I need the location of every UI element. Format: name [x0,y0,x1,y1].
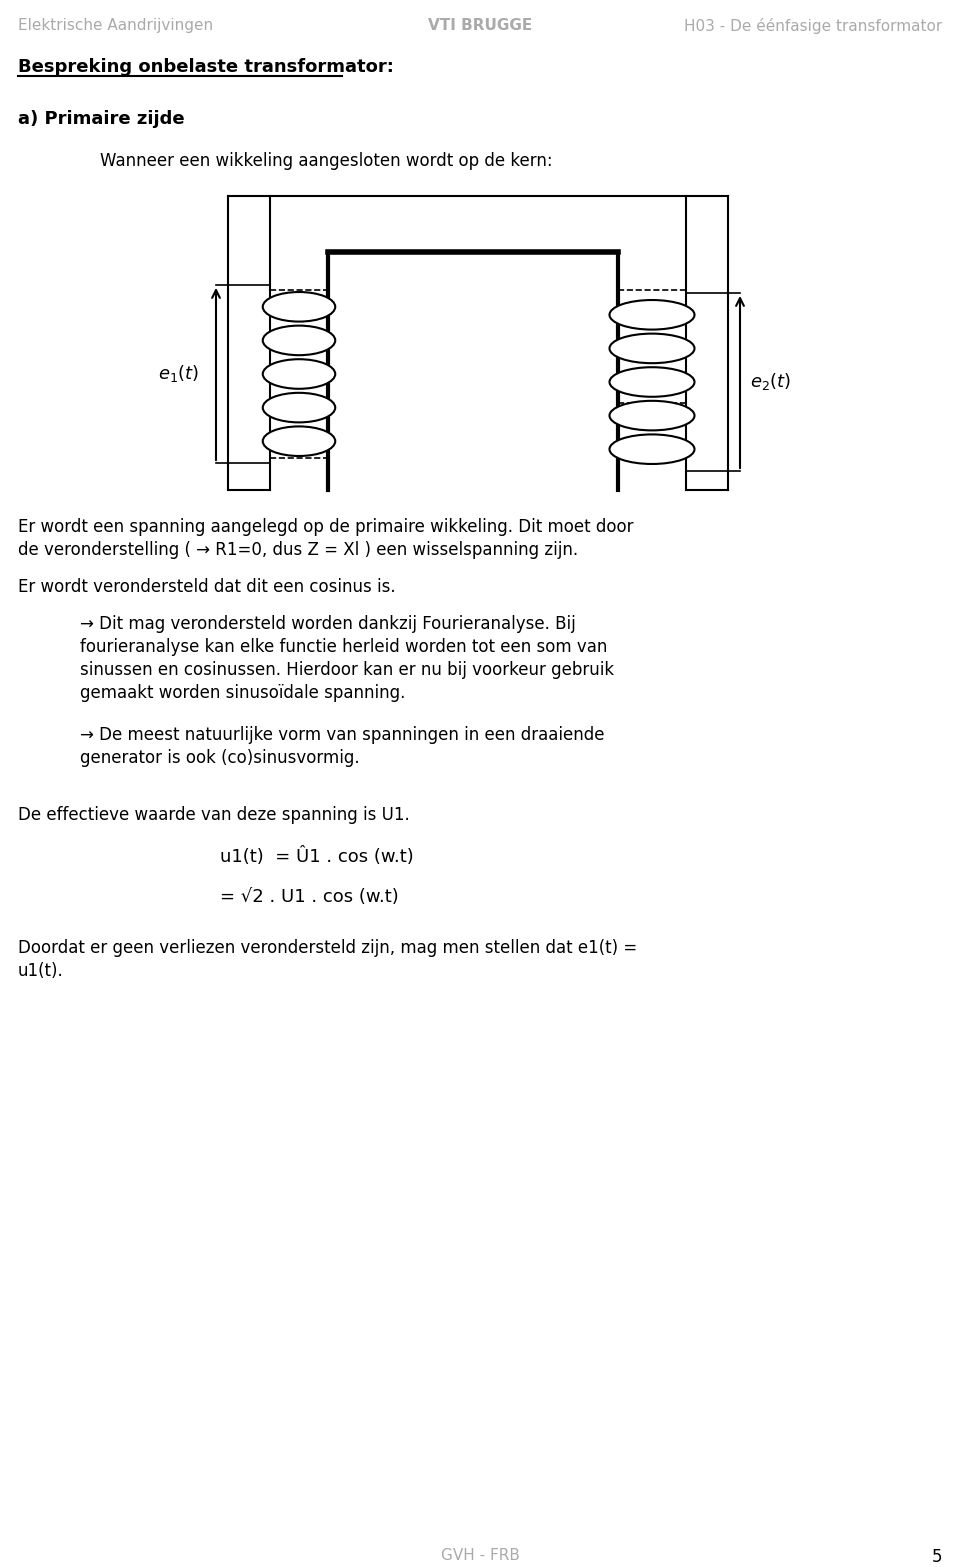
Text: fourieranalyse kan elke functie herleid worden tot een som van: fourieranalyse kan elke functie herleid … [80,638,608,657]
Ellipse shape [610,434,694,464]
Text: a) Primaire zijde: a) Primaire zijde [18,110,184,128]
Text: VTI BRUGGE: VTI BRUGGE [428,17,532,33]
Text: Bespreking onbelaste transformator:: Bespreking onbelaste transformator: [18,58,394,77]
Ellipse shape [610,334,694,364]
Text: GVH - FRB: GVH - FRB [441,1548,519,1562]
Text: $e_1(t)$: $e_1(t)$ [158,364,199,384]
Ellipse shape [263,359,335,389]
Text: Elektrische Aandrijvingen: Elektrische Aandrijvingen [18,17,213,33]
Text: Er wordt verondersteld dat dit een cosinus is.: Er wordt verondersteld dat dit een cosin… [18,578,396,595]
Text: generator is ook (co)sinusvormig.: generator is ook (co)sinusvormig. [80,749,360,766]
Text: sinussen en cosinussen. Hierdoor kan er nu bij voorkeur gebruik: sinussen en cosinussen. Hierdoor kan er … [80,661,614,679]
Ellipse shape [263,291,335,321]
Ellipse shape [263,326,335,356]
Ellipse shape [263,426,335,456]
Text: $e_2(t)$: $e_2(t)$ [750,371,791,392]
Text: Wanneer een wikkeling aangesloten wordt op de kern:: Wanneer een wikkeling aangesloten wordt … [100,152,553,169]
Text: 5: 5 [931,1548,942,1565]
Text: de veronderstelling ( → R1=0, dus Z = Xl ) een wisselspanning zijn.: de veronderstelling ( → R1=0, dus Z = Xl… [18,541,578,559]
Ellipse shape [610,367,694,396]
Text: gemaakt worden sinusoïdale spanning.: gemaakt worden sinusoïdale spanning. [80,685,405,702]
Ellipse shape [610,401,694,431]
Text: De effectieve waarde van deze spanning is U1.: De effectieve waarde van deze spanning i… [18,805,410,824]
Text: → Dit mag verondersteld worden dankzij Fourieranalyse. Bij: → Dit mag verondersteld worden dankzij F… [80,614,576,633]
Text: Er wordt een spanning aangelegd op de primaire wikkeling. Dit moet door: Er wordt een spanning aangelegd op de pr… [18,519,634,536]
Text: u1(t).: u1(t). [18,962,63,979]
Ellipse shape [610,299,694,329]
Text: = √2 . U1 . cos (w.t): = √2 . U1 . cos (w.t) [220,888,398,906]
Text: → De meest natuurlijke vorm van spanningen in een draaiende: → De meest natuurlijke vorm van spanning… [80,726,605,744]
Text: u1(t)  = Û1 . cos (w.t): u1(t) = Û1 . cos (w.t) [220,848,414,867]
Text: H03 - De éénfasige transformator: H03 - De éénfasige transformator [684,17,942,34]
Ellipse shape [263,393,335,423]
Text: Doordat er geen verliezen verondersteld zijn, mag men stellen dat e1(t) =: Doordat er geen verliezen verondersteld … [18,939,637,957]
